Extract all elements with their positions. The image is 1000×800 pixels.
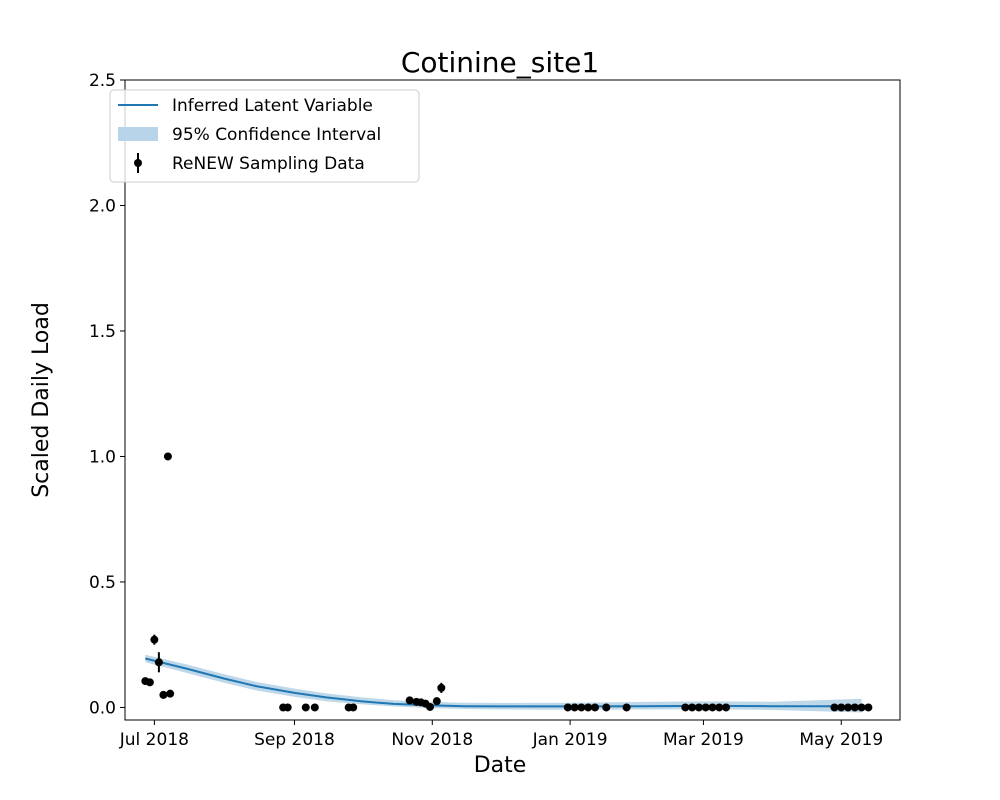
data-point-22 bbox=[577, 703, 586, 712]
data-point-39 bbox=[864, 703, 873, 712]
x-tick-label-5: May 2019 bbox=[799, 730, 883, 750]
data-point-33 bbox=[722, 703, 731, 712]
legend-box bbox=[109, 89, 420, 183]
data-point-3 bbox=[154, 658, 163, 667]
data-point-31 bbox=[708, 703, 717, 712]
data-point-26 bbox=[622, 703, 631, 712]
y-tick-label-4: 2.0 bbox=[89, 196, 116, 216]
data-point-8 bbox=[283, 703, 292, 712]
data-point-2 bbox=[150, 635, 159, 644]
legend-band-swatch bbox=[118, 127, 158, 141]
legend-label-latent: Inferred Latent Variable bbox=[172, 96, 373, 116]
data-point-13 bbox=[405, 696, 414, 705]
data-point-17 bbox=[426, 702, 435, 711]
data-point-29 bbox=[694, 703, 703, 712]
x-tick-label-4: Mar 2019 bbox=[663, 730, 744, 750]
data-point-27 bbox=[681, 703, 690, 712]
x-tick-label-1: Sep 2018 bbox=[254, 730, 335, 750]
data-point-37 bbox=[850, 703, 859, 712]
x-tick-label-2: Nov 2018 bbox=[391, 730, 473, 750]
data-point-6 bbox=[166, 689, 175, 698]
legend-point-swatch bbox=[134, 159, 142, 167]
data-point-21 bbox=[570, 703, 579, 712]
data-point-10 bbox=[310, 703, 319, 712]
y-axis-label: Scaled Daily Load bbox=[29, 302, 54, 498]
data-point-18 bbox=[432, 697, 441, 706]
legend-label-ci: 95% Confidence Interval bbox=[172, 125, 381, 145]
data-point-9 bbox=[301, 703, 310, 712]
chart-title: Cotinine_site1 bbox=[401, 46, 599, 79]
x-tick-label-0: Jul 2018 bbox=[119, 730, 189, 750]
y-tick-label-0: 0.0 bbox=[89, 698, 116, 718]
x-axis-ticks: Jul 2018 Sep 2018 Nov 2018 Jan 2019 Mar 2019… bbox=[119, 720, 883, 750]
data-point-32 bbox=[715, 703, 724, 712]
data-point-34 bbox=[830, 703, 839, 712]
data-point-28 bbox=[688, 703, 697, 712]
plot-area bbox=[141, 452, 873, 713]
y-tick-label-3: 1.5 bbox=[89, 322, 116, 342]
sampling-points-layer bbox=[141, 452, 873, 712]
plot-frame bbox=[124, 79, 901, 721]
data-point-1 bbox=[145, 678, 154, 687]
data-point-19 bbox=[437, 683, 446, 692]
x-tick-label-3: Jan 2019 bbox=[532, 730, 608, 750]
y-tick-label-5: 2.5 bbox=[89, 71, 116, 91]
data-point-20 bbox=[563, 703, 572, 712]
legend: Inferred Latent Variable 95% Confidence … bbox=[109, 89, 420, 183]
data-point-35 bbox=[837, 703, 846, 712]
data-point-4 bbox=[159, 690, 168, 699]
data-point-25 bbox=[602, 703, 611, 712]
data-point-38 bbox=[857, 703, 866, 712]
data-point-12 bbox=[349, 703, 358, 712]
y-tick-label-2: 1.0 bbox=[89, 447, 116, 467]
data-point-23 bbox=[584, 703, 593, 712]
latent-variable-line bbox=[145, 657, 862, 708]
data-point-5 bbox=[163, 452, 172, 461]
data-point-30 bbox=[701, 703, 710, 712]
data-point-24 bbox=[590, 703, 599, 712]
legend-label-data: ReNEW Sampling Data bbox=[172, 154, 365, 174]
y-tick-label-1: 0.5 bbox=[89, 573, 116, 593]
latent-line-layer bbox=[145, 657, 862, 708]
data-point-36 bbox=[844, 703, 853, 712]
y-axis-ticks: 0.0 0.5 1.0 1.5 2.0 2.5 bbox=[89, 71, 125, 718]
x-axis-label: Date bbox=[474, 753, 527, 778]
